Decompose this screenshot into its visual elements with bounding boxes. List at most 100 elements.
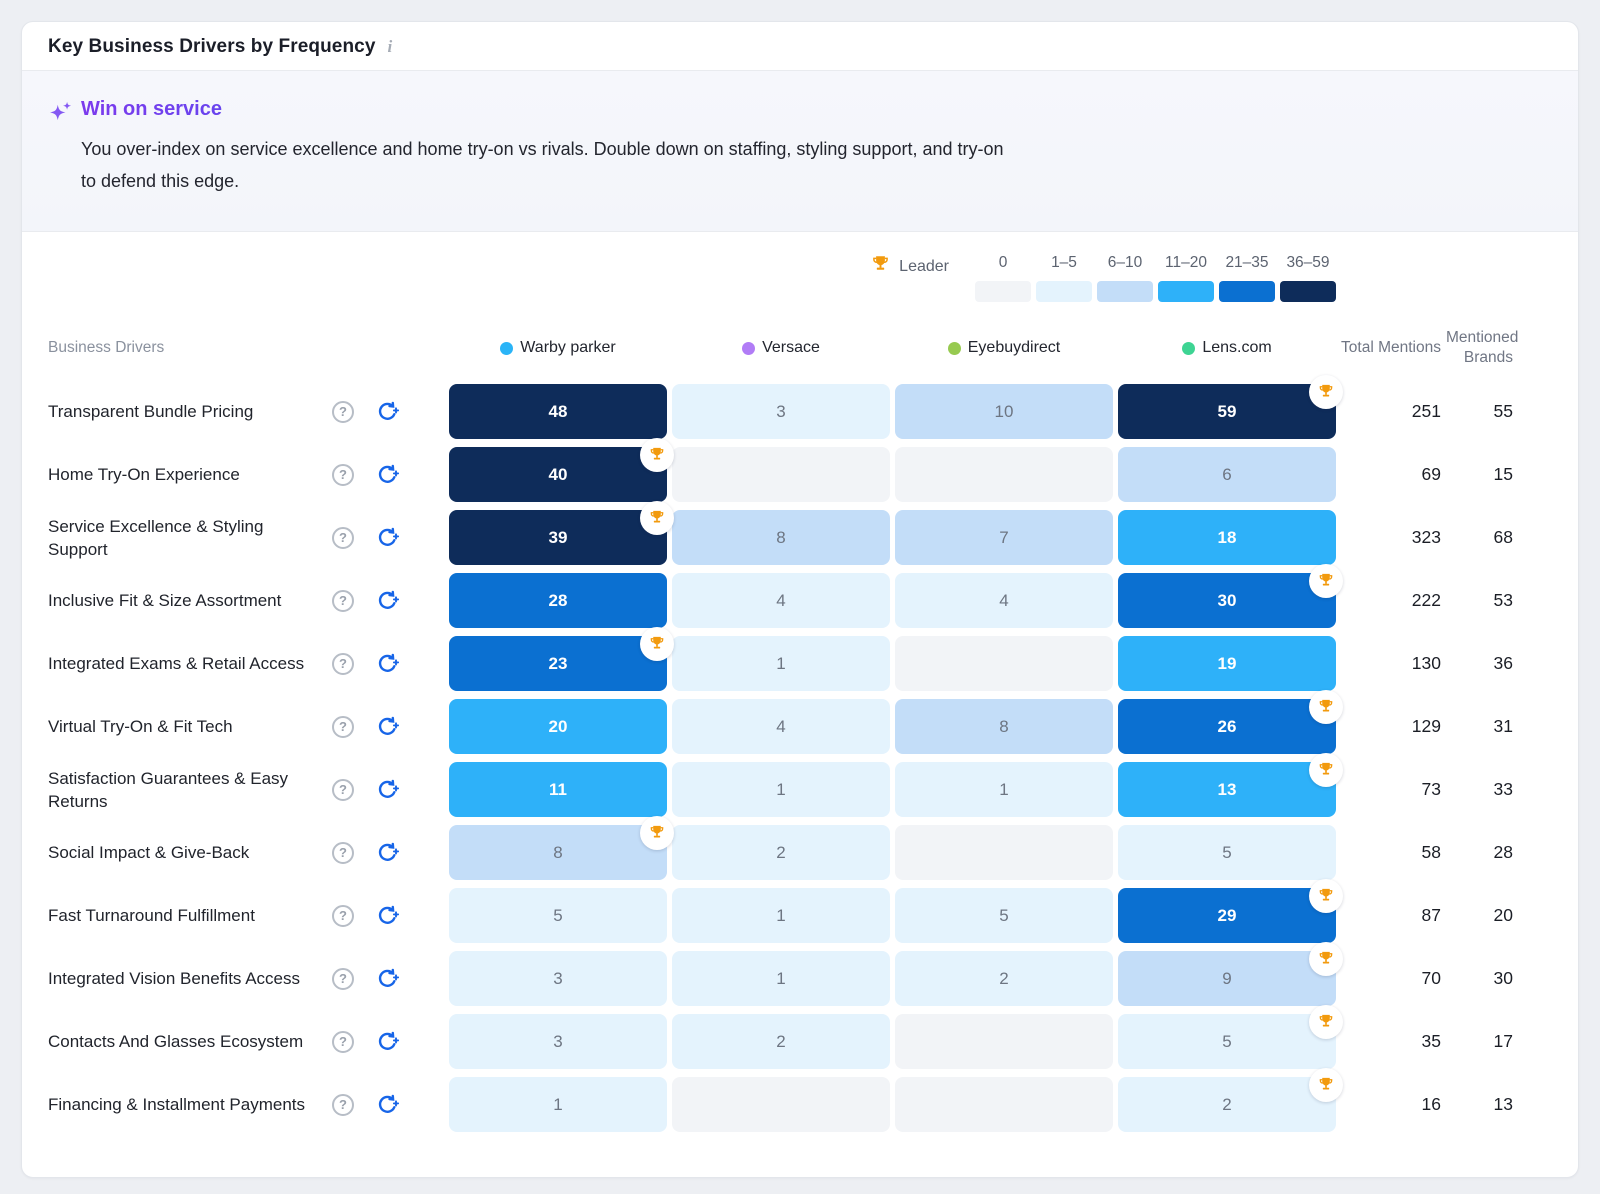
heat-cell-eyebuydirect[interactable] — [895, 1014, 1113, 1069]
heat-cell-versace[interactable]: 1 — [672, 951, 890, 1006]
table-row: Integrated Exams & Retail Access ? 23 1 … — [48, 627, 1552, 691]
cell-value: 1 — [776, 653, 786, 673]
cell-value: 26 — [1217, 716, 1237, 736]
heat-cell-versace[interactable]: 1 — [672, 888, 890, 943]
brand-name: Warby parker — [520, 339, 616, 356]
heat-cell-versace[interactable]: 4 — [672, 699, 890, 754]
leader-trophy-icon — [1309, 564, 1343, 598]
heat-cell-lens-com[interactable]: 2 — [1118, 1068, 1343, 1132]
heat-cell-eyebuydirect[interactable] — [895, 825, 1113, 880]
help-icon[interactable]: ? — [332, 904, 354, 927]
refresh-icon[interactable] — [375, 652, 400, 676]
driver-label: Social Impact & Give-Back — [48, 843, 250, 862]
brand-name: Lens.com — [1202, 339, 1272, 356]
refresh-icon[interactable] — [375, 715, 400, 739]
refresh-icon[interactable] — [375, 463, 400, 487]
heat-cell-eyebuydirect[interactable]: 8 — [895, 699, 1113, 754]
cell-value: 10 — [994, 401, 1014, 421]
heat-cell-versace[interactable]: 2 — [672, 825, 890, 880]
heat-cell-warby-parker[interactable]: 5 — [449, 888, 667, 943]
total-mentions-value: 73 — [1421, 779, 1441, 799]
refresh-icon[interactable] — [375, 841, 400, 865]
refresh-icon[interactable] — [375, 400, 400, 424]
heat-cell-warby-parker[interactable]: 3 — [449, 1014, 667, 1069]
heat-cell-lens-com[interactable]: 29 — [1118, 879, 1343, 943]
heat-cell-lens-com[interactable]: 30 — [1118, 564, 1343, 628]
total-mentions-value: 130 — [1411, 653, 1441, 673]
heat-cell-warby-parker[interactable]: 1 — [449, 1077, 667, 1132]
mentioned-brands-value: 15 — [1493, 464, 1513, 484]
cell-value: 1 — [999, 779, 1009, 799]
help-icon[interactable]: ? — [332, 778, 354, 801]
help-icon[interactable]: ? — [332, 652, 354, 675]
heat-cell-eyebuydirect[interactable]: 10 — [895, 384, 1113, 439]
heat-cell-versace[interactable]: 1 — [672, 762, 890, 817]
heat-cell-warby-parker[interactable]: 48 — [449, 384, 667, 439]
help-icon[interactable]: ? — [332, 715, 354, 738]
heat-cell-versace[interactable]: 3 — [672, 384, 890, 439]
refresh-icon[interactable] — [375, 1030, 400, 1054]
heat-cell-lens-com[interactable]: 6 — [1118, 447, 1336, 502]
heat-cell-eyebuydirect[interactable] — [895, 636, 1113, 691]
driver-cell: Inclusive Fit & Size Assortment ? — [48, 589, 444, 613]
total-mentions-value: 222 — [1411, 590, 1441, 610]
refresh-icon[interactable] — [375, 1093, 400, 1117]
heat-cell-versace[interactable]: 2 — [672, 1014, 890, 1069]
heat-cell-lens-com[interactable]: 26 — [1118, 690, 1343, 754]
help-icon[interactable]: ? — [332, 1093, 354, 1116]
help-icon[interactable]: ? — [332, 463, 354, 486]
legend-bucket-3: 11–20 — [1158, 254, 1214, 302]
heat-cell-eyebuydirect[interactable]: 7 — [895, 510, 1113, 565]
cell-value: 23 — [548, 653, 568, 673]
help-icon[interactable]: ? — [332, 841, 354, 864]
driver-label: Satisfaction Guarantees & Easy Returns — [48, 768, 289, 811]
heat-cell-versace[interactable]: 1 — [672, 636, 890, 691]
help-icon[interactable]: ? — [332, 400, 354, 423]
heat-cell-warby-parker[interactable]: 11 — [449, 762, 667, 817]
heat-cell-eyebuydirect[interactable]: 5 — [895, 888, 1113, 943]
heat-cell-lens-com[interactable]: 13 — [1118, 753, 1343, 817]
heat-cell-warby-parker[interactable]: 3 — [449, 951, 667, 1006]
help-icon[interactable]: ? — [332, 589, 354, 612]
driver-cell: Social Impact & Give-Back ? — [48, 841, 444, 865]
help-icon[interactable]: ? — [332, 967, 354, 990]
heat-cell-eyebuydirect[interactable] — [895, 447, 1113, 502]
heat-cell-versace[interactable] — [672, 1077, 890, 1132]
heat-cell-warby-parker[interactable]: 23 — [449, 627, 674, 691]
heat-cell-eyebuydirect[interactable]: 1 — [895, 762, 1113, 817]
driver-cell: Service Excellence & Styling Support ? — [48, 515, 444, 561]
help-icon[interactable]: ? — [332, 526, 354, 549]
refresh-icon[interactable] — [375, 526, 400, 550]
heat-cell-warby-parker[interactable]: 20 — [449, 699, 667, 754]
heat-cell-lens-com[interactable]: 18 — [1118, 510, 1336, 565]
cell-value: 2 — [1222, 1094, 1232, 1114]
heat-cell-lens-com[interactable]: 9 — [1118, 942, 1343, 1006]
heat-cell-versace[interactable]: 4 — [672, 573, 890, 628]
heat-cell-eyebuydirect[interactable]: 4 — [895, 573, 1113, 628]
cell-value: 13 — [1217, 779, 1237, 799]
heat-cell-warby-parker[interactable]: 8 — [449, 816, 674, 880]
heat-cell-versace[interactable] — [672, 447, 890, 502]
heat-cell-lens-com[interactable]: 19 — [1118, 636, 1336, 691]
help-icon[interactable]: ? — [332, 1030, 354, 1053]
heat-cell-warby-parker[interactable]: 28 — [449, 573, 667, 628]
cell-value: 19 — [1217, 653, 1237, 673]
table-row: Satisfaction Guarantees & Easy Returns ?… — [48, 753, 1552, 817]
refresh-icon[interactable] — [375, 904, 400, 928]
driver-cell: Contacts And Glasses Ecosystem ? — [48, 1030, 444, 1054]
info-icon[interactable]: i — [387, 37, 393, 56]
heat-cell-versace[interactable]: 8 — [672, 510, 890, 565]
total-mentions-value: 69 — [1421, 464, 1441, 484]
heat-cell-lens-com[interactable]: 59 — [1118, 375, 1343, 439]
heat-cell-eyebuydirect[interactable]: 2 — [895, 951, 1113, 1006]
heat-cell-warby-parker[interactable]: 40 — [449, 438, 674, 502]
heat-cell-lens-com[interactable]: 5 — [1118, 1005, 1343, 1069]
refresh-icon[interactable] — [375, 589, 400, 613]
refresh-icon[interactable] — [375, 778, 400, 802]
heat-cell-lens-com[interactable]: 5 — [1118, 825, 1336, 880]
heat-cell-eyebuydirect[interactable] — [895, 1077, 1113, 1132]
refresh-icon[interactable] — [375, 967, 400, 991]
legend-bucket-swatch — [1036, 281, 1092, 302]
heat-cell-warby-parker[interactable]: 39 — [449, 501, 674, 565]
leader-trophy-icon — [1309, 942, 1343, 976]
